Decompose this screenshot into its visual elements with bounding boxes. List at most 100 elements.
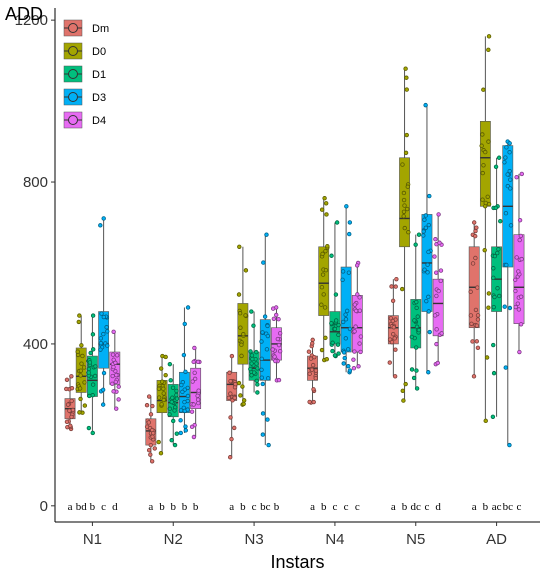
data-point xyxy=(259,339,264,344)
data-point xyxy=(98,347,103,352)
data-point xyxy=(307,399,312,405)
data-point xyxy=(421,233,426,238)
data-point xyxy=(190,379,195,384)
data-point xyxy=(495,250,500,256)
data-point xyxy=(87,393,92,399)
data-point xyxy=(261,260,266,265)
data-point xyxy=(238,393,243,398)
data-point xyxy=(434,341,439,347)
data-point xyxy=(390,318,396,324)
data-point xyxy=(392,336,397,341)
data-point xyxy=(233,381,238,387)
data-point xyxy=(423,102,428,108)
data-point xyxy=(329,321,334,326)
data-point xyxy=(174,396,180,401)
data-point xyxy=(400,162,405,167)
y-tick-label: 400 xyxy=(23,336,48,353)
data-point xyxy=(433,237,438,242)
data-point xyxy=(167,412,172,417)
significance-label: ac xyxy=(492,501,502,513)
data-point xyxy=(255,366,260,371)
data-point xyxy=(508,223,514,228)
data-point xyxy=(414,299,419,305)
data-point xyxy=(422,217,427,222)
data-point xyxy=(172,442,178,448)
legend-label: D1 xyxy=(92,69,106,81)
data-point xyxy=(325,244,330,249)
data-point xyxy=(474,323,480,328)
data-point xyxy=(432,254,437,259)
x-tick-label: N4 xyxy=(325,531,344,548)
data-point xyxy=(347,368,353,373)
data-point xyxy=(355,292,360,297)
data-point xyxy=(259,367,264,373)
data-point xyxy=(422,267,427,272)
data-point xyxy=(401,209,407,214)
data-point xyxy=(518,294,524,299)
box-Dm-N3: a xyxy=(226,353,238,513)
data-point xyxy=(265,333,271,339)
data-point xyxy=(92,373,98,379)
legend-label: D4 xyxy=(92,115,106,127)
data-point xyxy=(191,359,196,365)
data-point xyxy=(486,139,491,144)
data-point xyxy=(259,375,265,380)
data-point xyxy=(306,349,312,354)
data-point xyxy=(185,305,191,310)
data-point xyxy=(99,311,104,316)
data-point xyxy=(274,312,279,318)
data-point xyxy=(275,336,281,342)
data-point xyxy=(249,353,255,358)
box-D4-N3: b xyxy=(270,305,283,513)
data-point xyxy=(163,354,168,360)
data-point xyxy=(64,419,70,425)
data-point xyxy=(146,420,151,425)
box-D1-N1: b xyxy=(86,313,98,513)
box-D3-N5: c xyxy=(421,102,433,513)
data-point xyxy=(170,395,175,400)
y-tick-label: 1200 xyxy=(15,12,48,29)
data-point xyxy=(352,329,357,334)
data-point xyxy=(146,447,152,453)
data-point xyxy=(101,370,107,376)
data-point xyxy=(492,294,497,300)
data-point xyxy=(332,326,338,332)
data-point xyxy=(340,277,345,283)
box-body xyxy=(432,278,444,337)
box-D0-AD: b xyxy=(479,34,492,513)
box-body xyxy=(318,246,330,316)
data-point xyxy=(502,304,507,309)
data-point xyxy=(309,367,315,373)
data-point xyxy=(320,272,326,277)
data-point xyxy=(98,223,103,228)
data-point xyxy=(105,329,110,334)
data-point xyxy=(260,330,265,335)
significance-label: d xyxy=(112,501,118,513)
data-point xyxy=(507,150,512,155)
box-body xyxy=(399,157,410,248)
data-point xyxy=(266,442,271,448)
data-point xyxy=(516,269,521,274)
box-D1-AD: ac xyxy=(490,155,503,513)
data-point xyxy=(341,361,346,366)
box-D1-N4: c xyxy=(329,220,341,513)
data-point xyxy=(228,415,233,420)
data-point xyxy=(414,368,419,373)
data-point xyxy=(264,347,270,352)
data-point xyxy=(508,177,513,182)
data-point xyxy=(170,385,176,391)
data-point xyxy=(100,387,106,393)
box-D3-N2: b xyxy=(178,305,191,513)
data-point xyxy=(400,388,405,393)
data-point xyxy=(111,389,116,394)
significance-label: b xyxy=(90,501,96,513)
data-point xyxy=(255,390,260,395)
data-point xyxy=(480,197,485,202)
legend-label: Dm xyxy=(92,23,109,35)
legend-label: D0 xyxy=(92,46,106,58)
data-point xyxy=(90,382,96,387)
data-point xyxy=(358,349,363,355)
data-point xyxy=(183,424,188,429)
data-point xyxy=(390,298,396,303)
